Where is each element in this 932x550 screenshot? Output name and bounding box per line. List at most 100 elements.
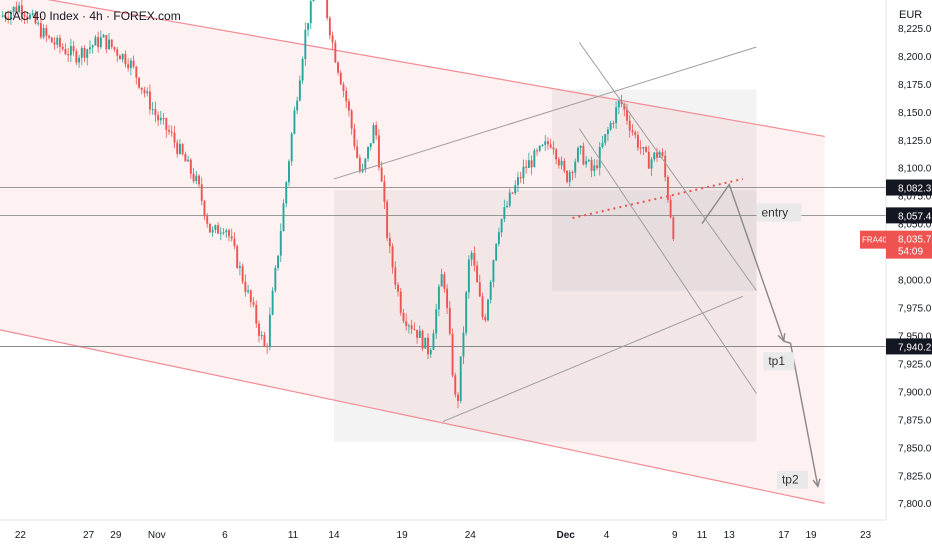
candle — [418, 330, 421, 338]
candle — [416, 329, 419, 338]
candle — [656, 152, 658, 158]
candle — [514, 185, 517, 194]
candle — [159, 117, 162, 121]
candle — [53, 42, 56, 45]
y-tick-label: 8,150.0 — [898, 108, 932, 119]
candle — [527, 160, 530, 168]
candle — [326, 0, 329, 18]
candle — [154, 109, 157, 116]
channel-upper-line[interactable] — [0, 0, 825, 138]
candle — [252, 301, 255, 305]
candle — [50, 37, 53, 43]
bull-channel-upper-line[interactable] — [333, 46, 757, 180]
candle — [372, 125, 375, 144]
candle — [429, 349, 432, 355]
candle — [457, 394, 459, 401]
currency-label[interactable]: EUR — [899, 9, 923, 21]
last-price-tag[interactable] — [886, 230, 932, 259]
candle — [601, 143, 604, 148]
y-tick-label: 8,050.0 — [898, 220, 932, 231]
candle — [124, 53, 127, 65]
candle — [495, 243, 498, 261]
candle — [108, 39, 111, 50]
candle — [669, 199, 672, 218]
candle — [78, 57, 81, 63]
price-level-label: 7,940.2 — [898, 342, 932, 353]
candle — [547, 141, 549, 145]
price-level-tag[interactable] — [886, 207, 932, 224]
candle — [391, 246, 394, 268]
candle — [118, 55, 121, 60]
symbol-tag[interactable] — [860, 230, 886, 249]
candle — [421, 330, 424, 349]
candle — [255, 304, 258, 324]
annotation-tag[interactable] — [756, 203, 802, 222]
candle — [247, 290, 250, 292]
candle — [4, 15, 7, 18]
candle — [127, 64, 130, 69]
y-tick-label: 7,925.0 — [898, 359, 932, 370]
candle — [598, 147, 601, 168]
candle — [290, 133, 293, 162]
x-tick-label: 11 — [697, 530, 708, 541]
candle — [432, 333, 435, 350]
candle — [519, 177, 522, 179]
candle — [148, 91, 151, 110]
y-tick-label: 7,875.0 — [898, 415, 932, 426]
candle — [328, 17, 331, 36]
candle — [143, 89, 146, 94]
candle — [560, 160, 563, 166]
candle — [301, 59, 304, 81]
candle — [563, 160, 566, 171]
candle — [467, 259, 470, 293]
candle — [72, 46, 75, 52]
candle — [609, 123, 612, 130]
candle — [222, 232, 225, 234]
candle — [383, 181, 386, 202]
candle — [241, 266, 244, 282]
candle — [454, 375, 457, 395]
dotted-trendline[interactable] — [572, 177, 744, 220]
flag-upper-line[interactable] — [578, 42, 757, 292]
candle — [102, 35, 105, 38]
candle — [97, 37, 100, 48]
candle — [446, 288, 449, 308]
candle — [448, 307, 451, 334]
candle — [587, 160, 590, 162]
candle — [653, 152, 656, 160]
candle — [557, 159, 560, 166]
x-tick-label: 13 — [724, 530, 736, 541]
annotation-tag[interactable] — [776, 470, 808, 489]
candle — [571, 172, 574, 174]
candle — [170, 131, 173, 133]
candle — [296, 100, 299, 111]
price-level-tag[interactable] — [886, 338, 932, 355]
x-tick-label: 4 — [604, 530, 610, 541]
price-level-tag[interactable] — [886, 179, 932, 196]
y-tick-label: 8,000.0 — [898, 276, 932, 287]
flag-lower-line[interactable] — [578, 128, 757, 394]
x-tick-label: 24 — [465, 530, 477, 541]
y-tick-label: 8,175.0 — [898, 80, 932, 91]
candle — [664, 155, 667, 178]
candle — [23, 14, 26, 17]
bull-channel-lower-line[interactable] — [442, 295, 744, 423]
channel-lower-line[interactable] — [0, 329, 825, 504]
annotation-tag[interactable] — [763, 352, 795, 371]
time-axis[interactable] — [0, 520, 932, 550]
x-tick-label: 11 — [288, 530, 299, 541]
candle — [34, 13, 37, 24]
candles — [1, 0, 675, 409]
candle — [138, 77, 140, 88]
candle — [478, 282, 481, 297]
candle — [424, 337, 427, 349]
price-axis[interactable] — [886, 0, 932, 550]
candle — [83, 48, 86, 58]
candle — [244, 281, 247, 292]
candle — [69, 46, 72, 56]
candle — [487, 299, 489, 321]
candle — [342, 84, 345, 91]
candle — [541, 144, 544, 146]
